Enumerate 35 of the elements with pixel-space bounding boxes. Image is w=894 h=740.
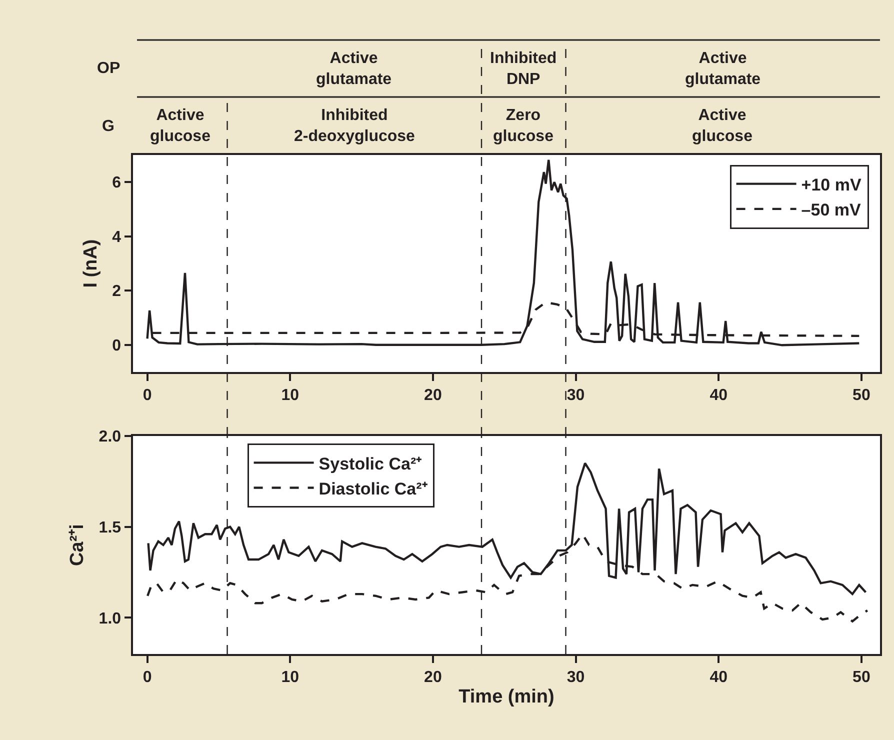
text: G [102, 118, 114, 135]
y-tick-label: 6 [112, 174, 122, 192]
x-tick-label: 0 [142, 386, 152, 404]
x-tick-label: 20 [424, 386, 442, 404]
text: Active glutamate [316, 50, 392, 88]
x-tick-label: 50 [852, 668, 870, 686]
x-tick-label: 20 [424, 668, 442, 686]
legend-label: –50 mV [801, 200, 862, 220]
text: Active glucose [692, 107, 753, 145]
y-tick-label: 4 [112, 228, 122, 246]
x-tick-label: 10 [281, 386, 300, 404]
y-tick-label: 2.0 [98, 428, 122, 446]
y-tick-label: 2 [112, 283, 122, 300]
x-tick-label: 10 [281, 668, 300, 686]
x-tick-label: 30 [566, 386, 585, 404]
text: Active glucose [150, 107, 211, 145]
x-tick-label: 50 [852, 386, 870, 404]
text: Active glutamate [685, 50, 761, 88]
legend-label: Systolic Ca²⁺ [318, 454, 422, 474]
x-tick-label: 30 [566, 668, 585, 686]
y-axis-title: Ca²⁺i [67, 524, 88, 566]
y-tick-label: 0 [112, 337, 122, 354]
x-tick-label: 0 [142, 668, 152, 686]
x-tick-label: 40 [710, 386, 728, 404]
legend-label: Diastolic Ca²⁺ [318, 479, 428, 498]
x-tick-label: 40 [710, 668, 728, 686]
y-tick-label: 1.0 [98, 610, 122, 628]
legend-label: +10 mV [801, 175, 862, 194]
y-axis-title: I (nA) [80, 239, 102, 288]
text: OP [97, 60, 120, 77]
text: Inhibited DNP [490, 50, 557, 88]
text: Zero glucose [493, 107, 554, 145]
y-tick-label: 1.5 [98, 519, 122, 536]
text: Inhibited 2-deoxyglucose [294, 107, 416, 145]
x-axis-title: Time (min) [458, 686, 554, 708]
